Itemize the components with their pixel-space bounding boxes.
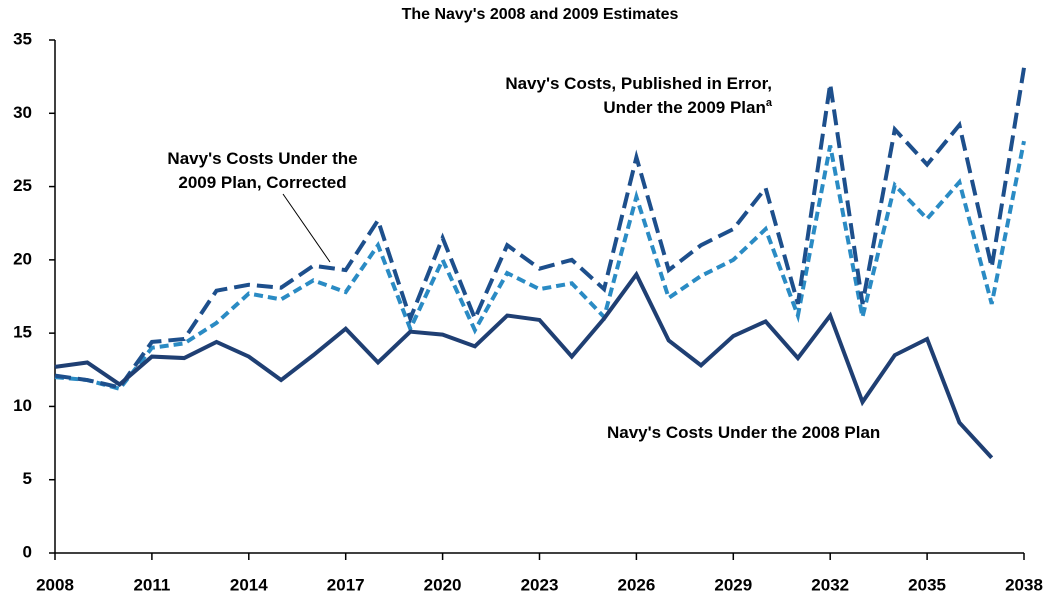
x-tick-label: 2032: [811, 575, 849, 594]
x-tick-label: 2011: [133, 575, 170, 594]
series-line: [54, 270, 994, 460]
series-label-wrap: Navy's Costs Under the 2008 Plan: [607, 421, 880, 445]
x-tick-label: 2017: [327, 575, 365, 594]
y-tick-label: 10: [13, 396, 32, 415]
y-tick-label: 15: [13, 323, 32, 342]
series-line: [54, 67, 1026, 390]
x-tick-label: 2020: [424, 575, 462, 594]
series-label-wrap: Navy's Costs, Published in Error, Under …: [470, 72, 772, 120]
x-tick-label: 2035: [908, 575, 946, 594]
series-label: Navy's Costs Under the 2008 Plan: [607, 423, 881, 442]
series-label: Navy's Costs, Published in Error, Under …: [505, 74, 772, 117]
x-tick-label: 2038: [1005, 575, 1043, 594]
chart-title: The Navy's 2008 and 2009 Estimates: [402, 6, 679, 23]
series-label: Navy's Costs Under the 2009 Plan, Correc…: [167, 149, 358, 192]
y-tick-label: 30: [13, 103, 32, 122]
x-tick-label: 2029: [714, 575, 752, 594]
y-tick-label: 0: [23, 542, 32, 561]
x-tick-label: 2008: [36, 575, 74, 594]
x-tick-label: 2014: [230, 575, 268, 594]
x-tick-label: 2026: [617, 575, 655, 594]
y-tick-label: 35: [13, 29, 32, 48]
y-tick-label: 25: [13, 176, 32, 195]
footnote-marker: a: [765, 97, 772, 109]
series-line: [54, 140, 1026, 392]
y-tick-label: 20: [13, 249, 32, 268]
x-tick-label: 2023: [521, 575, 559, 594]
callout-line: [282, 193, 331, 263]
series-label-wrap: Navy's Costs Under the 2009 Plan, Correc…: [130, 147, 395, 195]
y-tick-label: 5: [23, 469, 32, 488]
